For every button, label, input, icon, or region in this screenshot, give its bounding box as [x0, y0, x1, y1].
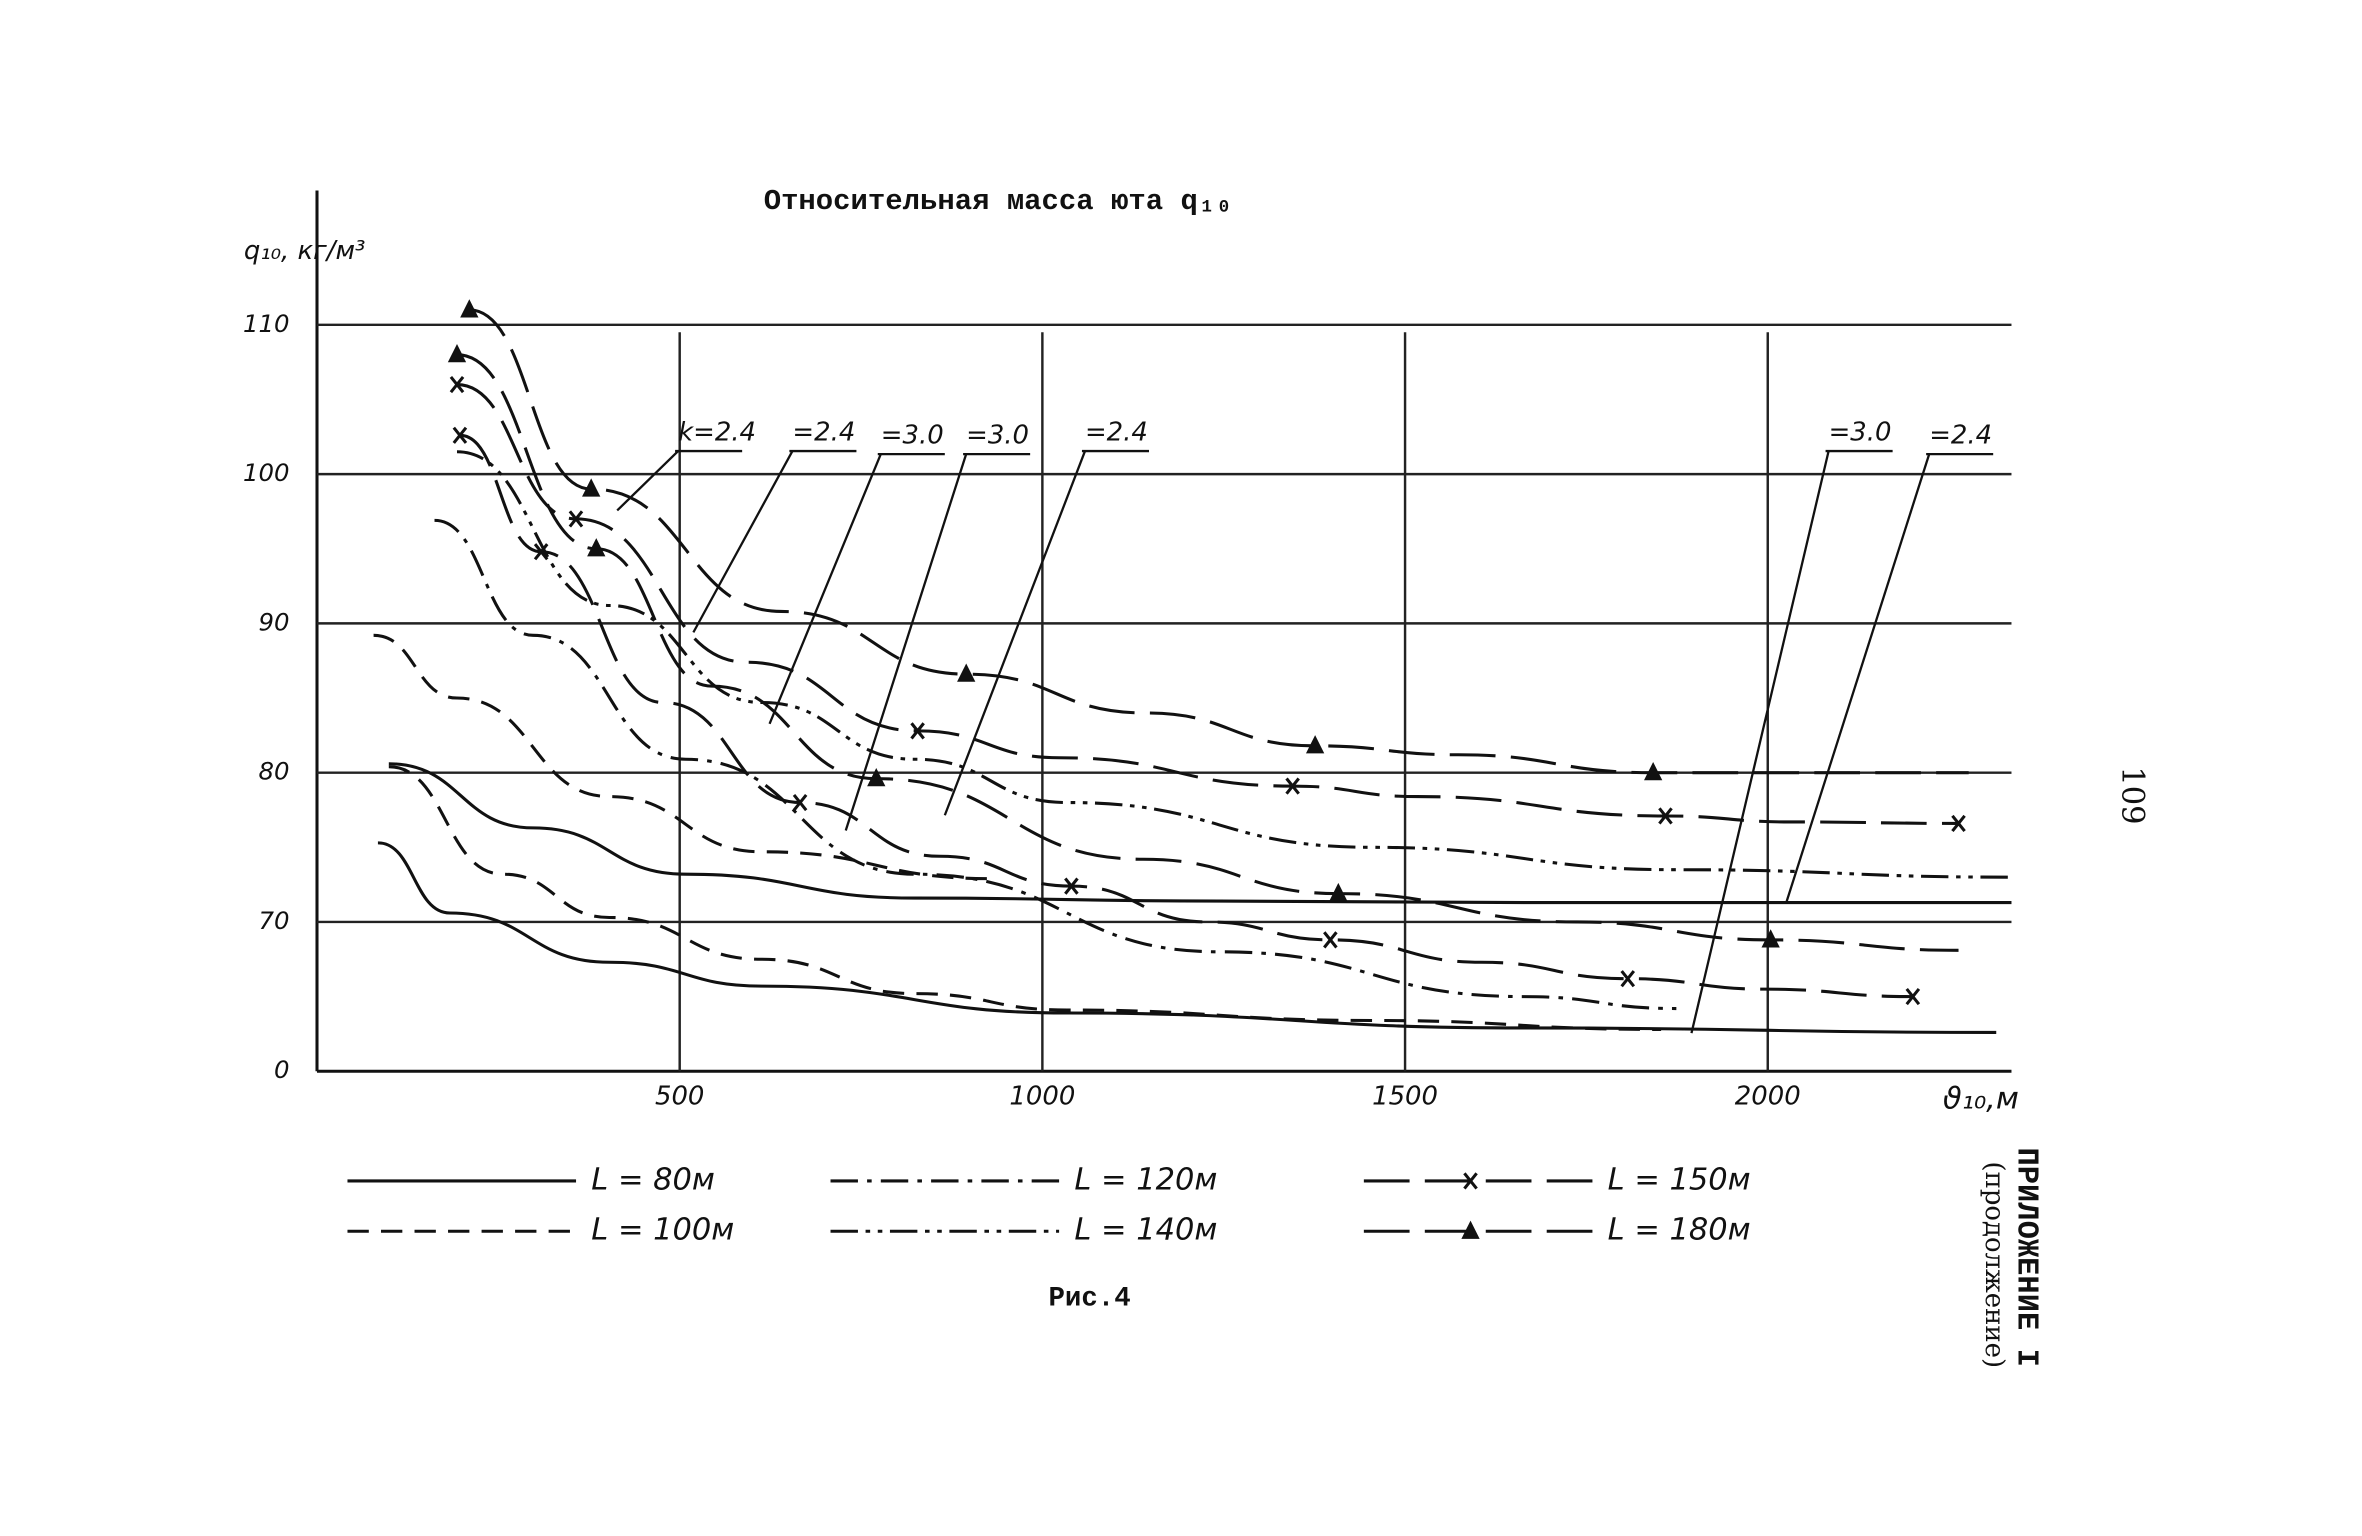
x-marker-shape — [1323, 931, 1338, 949]
triangle-marker — [1329, 882, 1348, 902]
x-marker-shape — [1620, 970, 1636, 988]
legend-label: L = 80м — [591, 1162, 715, 1197]
annotation: =2.4 — [792, 417, 855, 447]
leader-line — [692, 450, 794, 633]
x-tick-label: 1500 — [1372, 1082, 1438, 1112]
curve — [388, 762, 2012, 905]
x-marker — [452, 426, 468, 444]
y-tick-label: 80 — [259, 757, 290, 786]
legend-label: L = 120м — [1074, 1162, 1217, 1197]
x-marker — [1658, 807, 1673, 825]
y-axis-label: q₁₀, кг/м³ — [244, 236, 366, 266]
leader-line — [1690, 450, 1830, 1034]
curve — [373, 633, 991, 881]
x-marker-shape — [1064, 877, 1079, 895]
x-marker-shape — [1951, 814, 1966, 833]
legend-label: L = 100м — [591, 1213, 734, 1248]
x-marker-shape — [910, 722, 925, 740]
legend-label: L = 180м — [1608, 1213, 1751, 1248]
legend-entry: L = 100м — [347, 1213, 734, 1248]
x-marker-shape — [1463, 1172, 1478, 1190]
triangle-marker — [1461, 1220, 1480, 1239]
annotation: =3.0 — [881, 420, 944, 450]
y-tick-label: 90 — [259, 607, 290, 636]
x-axis-label: ϑ₁₀,м — [1943, 1082, 2019, 1117]
appendix: ПРИЛОЖЕНИЕ I — [2009, 1147, 2043, 1366]
legend-entry: L = 120м — [830, 1162, 1217, 1197]
x-marker — [1285, 777, 1300, 795]
triangle-marker — [447, 344, 467, 363]
triangle-marker — [582, 478, 601, 497]
curve — [469, 308, 1969, 775]
x-marker-shape — [1658, 807, 1673, 825]
annotation: =2.4 — [1929, 420, 1992, 450]
triangle-marker — [460, 299, 479, 318]
legend-entry: L = 140м — [830, 1213, 1217, 1248]
x-marker — [568, 510, 584, 528]
x-tick-label: 1000 — [1009, 1082, 1075, 1112]
curve — [388, 765, 1662, 1031]
y-tick-label: 110 — [243, 309, 290, 338]
triangle-marker — [867, 767, 886, 787]
leader-line — [768, 453, 882, 725]
annotation: k=2.4 — [678, 417, 756, 447]
legend-label: L = 140м — [1074, 1213, 1217, 1248]
x-tick-label: 2000 — [1735, 1082, 1801, 1112]
triangle-marker — [1643, 762, 1663, 781]
x-marker — [1323, 931, 1338, 949]
x-marker-shape — [1285, 777, 1300, 795]
curve — [456, 353, 1959, 952]
x-marker — [1064, 877, 1079, 895]
legend-label: L = 150м — [1608, 1162, 1751, 1197]
chart-title: Относительная масса юта q₁₀ — [764, 185, 1233, 218]
x-marker — [1951, 814, 1966, 833]
legend-entry: L = 180м — [1363, 1213, 1751, 1248]
y-tick-label: 70 — [259, 906, 290, 935]
curve — [456, 450, 2012, 879]
leader-line — [1784, 453, 1931, 904]
leader-line — [943, 450, 1087, 816]
curve — [434, 518, 1677, 1011]
triangle-marker — [587, 538, 606, 557]
x-marker-shape — [533, 543, 549, 561]
y-tick-label: 100 — [243, 458, 290, 487]
x-marker-shape — [452, 426, 468, 444]
annotation: =2.4 — [1085, 417, 1148, 447]
curve — [456, 383, 1959, 825]
x-marker-shape — [1905, 988, 1921, 1006]
caption: Рис.4 — [1048, 1284, 1130, 1315]
x-marker — [1620, 970, 1636, 988]
x-marker — [792, 793, 808, 812]
x-marker — [910, 722, 925, 740]
triangle-marker — [1305, 735, 1325, 754]
triangle-marker — [1761, 929, 1780, 948]
x-marker — [1905, 988, 1921, 1006]
x-marker-shape — [449, 375, 465, 394]
y-tick-label: 0 — [274, 1055, 290, 1084]
legend-entry: L = 80м — [347, 1162, 715, 1197]
legend-entry: L = 150м — [1363, 1162, 1751, 1197]
x-marker — [1463, 1172, 1478, 1190]
leader-line — [844, 453, 968, 831]
appendix-note: (продолжение) — [1979, 1161, 2009, 1368]
page-number: 109 — [2114, 766, 2149, 824]
x-marker-shape — [568, 510, 584, 528]
leader-line — [616, 450, 679, 512]
x-marker — [533, 543, 549, 561]
x-tick-label: 500 — [655, 1082, 704, 1112]
annotation: =3.0 — [1829, 417, 1892, 447]
x-marker-shape — [792, 793, 808, 812]
triangle-marker — [957, 663, 976, 682]
annotation: =3.0 — [966, 420, 1029, 450]
x-marker — [449, 375, 465, 394]
